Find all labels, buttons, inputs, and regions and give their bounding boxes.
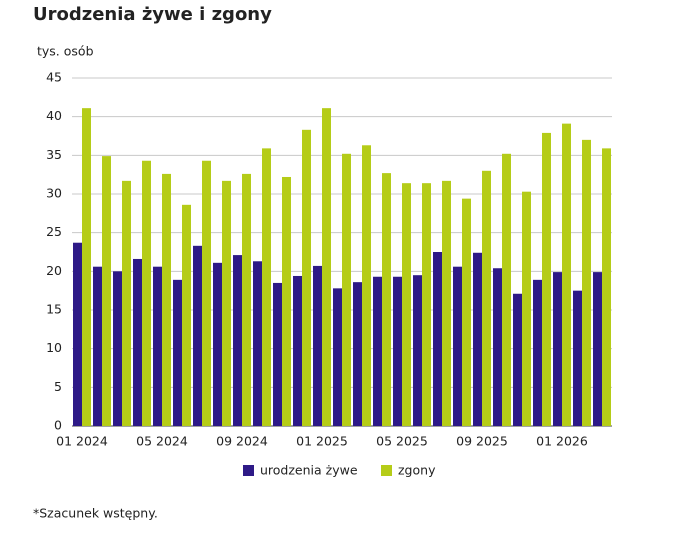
bar xyxy=(373,276,382,426)
bar xyxy=(562,123,571,427)
x-tick-label: 05 2024 xyxy=(136,434,188,449)
y-tick-label: 35 xyxy=(46,147,62,162)
bar xyxy=(353,282,362,426)
y-tick-label: 5 xyxy=(54,379,62,394)
x-tick-label: 09 2024 xyxy=(216,434,268,449)
x-tick-label: 01 2026 xyxy=(536,434,588,449)
bar xyxy=(333,288,342,426)
bar xyxy=(262,148,271,426)
bar xyxy=(293,275,302,426)
bar xyxy=(393,276,402,426)
legend-label: urodzenia żywe xyxy=(260,463,358,478)
bar xyxy=(413,275,422,426)
bar xyxy=(382,173,391,426)
bar xyxy=(433,252,442,426)
bar xyxy=(233,255,242,426)
bar xyxy=(362,145,371,426)
footnote: *Szacunek wstępny. xyxy=(33,506,158,521)
bar xyxy=(113,271,122,426)
y-tick-label: 20 xyxy=(46,263,62,278)
bar xyxy=(493,268,502,426)
bar xyxy=(173,279,182,426)
bar xyxy=(193,245,202,426)
chart-title: Urodzenia żywe i zgony xyxy=(33,4,272,25)
y-tick-label: 25 xyxy=(46,224,62,239)
bar xyxy=(462,198,471,426)
bar xyxy=(342,153,351,426)
bar xyxy=(542,132,551,426)
bar xyxy=(73,242,82,426)
bar xyxy=(482,170,491,426)
bar xyxy=(122,180,131,426)
bar xyxy=(93,266,102,426)
y-tick-label: 30 xyxy=(46,186,62,201)
bar xyxy=(402,183,411,426)
bar xyxy=(182,204,191,426)
bar xyxy=(273,282,282,426)
bar xyxy=(102,156,111,426)
legend-swatch xyxy=(243,465,254,476)
legend-swatch xyxy=(381,465,392,476)
bar xyxy=(133,258,142,426)
bar xyxy=(82,108,91,426)
bar xyxy=(553,272,562,426)
bar xyxy=(153,266,162,426)
bar xyxy=(313,265,322,426)
bar xyxy=(593,272,602,426)
bar xyxy=(453,266,462,426)
bar xyxy=(422,183,431,426)
bar xyxy=(213,262,222,426)
y-tick-label: 45 xyxy=(46,70,62,85)
bar xyxy=(162,173,171,426)
y-tick-label: 10 xyxy=(46,340,62,355)
y-tick-label: 40 xyxy=(46,108,62,123)
legend-label: zgony xyxy=(398,463,436,478)
bar xyxy=(513,293,522,426)
bar xyxy=(573,290,582,426)
y-axis-label: tys. osób xyxy=(37,44,94,59)
y-tick-label: 0 xyxy=(54,418,62,433)
bar xyxy=(222,180,231,426)
bar xyxy=(602,148,611,426)
bar xyxy=(522,191,531,426)
x-tick-label: 05 2025 xyxy=(376,434,428,449)
bar xyxy=(582,139,591,426)
bar xyxy=(242,173,251,426)
bar xyxy=(473,252,482,426)
bar xyxy=(142,160,151,426)
y-tick-label: 15 xyxy=(46,302,62,317)
bar xyxy=(302,129,311,426)
bar xyxy=(442,180,451,426)
bar xyxy=(322,108,331,426)
bar xyxy=(282,176,291,426)
bar xyxy=(253,261,262,426)
bar xyxy=(533,279,542,426)
x-tick-label: 01 2025 xyxy=(296,434,348,449)
x-tick-label: 01 2024 xyxy=(56,434,108,449)
bar xyxy=(502,153,511,426)
x-tick-label: 09 2025 xyxy=(456,434,508,449)
bar xyxy=(202,160,211,426)
